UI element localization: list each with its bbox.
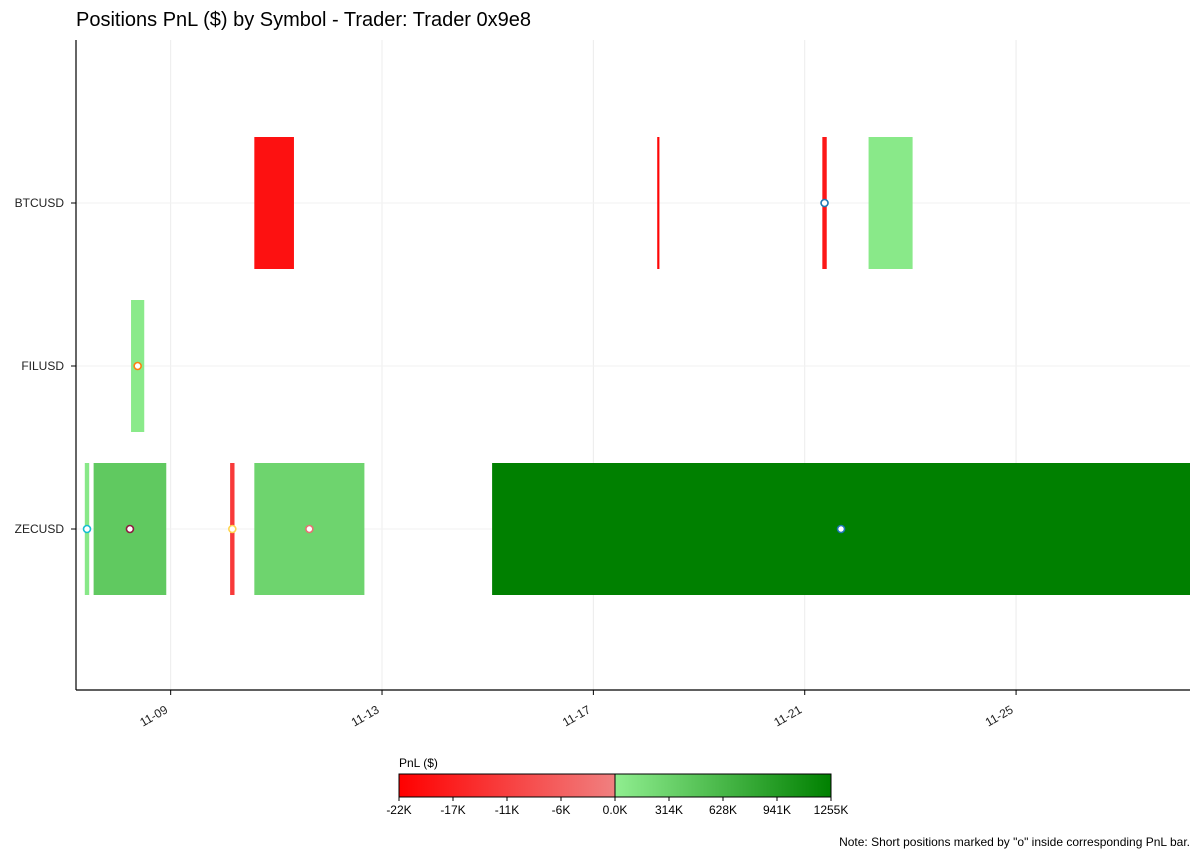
short-position-markers: [82, 198, 846, 534]
short-marker-zecusd: [228, 524, 237, 534]
short-marker-filusd: [133, 361, 142, 371]
pnl-bar-btcusd: [868, 137, 913, 269]
colorbar-tick-label: -6K: [552, 803, 571, 817]
y-tick-label-filusd: FILUSD: [21, 359, 64, 373]
colorbar-tick-label: 1255K: [814, 803, 849, 817]
y-tick-label-zecusd: ZECUSD: [15, 522, 65, 536]
pnl-bar-btcusd: [254, 137, 294, 269]
colorbar-label: PnL ($): [399, 756, 438, 770]
x-tick-label: 11-25: [983, 702, 1016, 729]
y-axis-ticks: BTCUSD FILUSD ZECUSD: [15, 196, 76, 536]
x-tick-label: 11-21: [771, 702, 804, 729]
colorbar-positive-segment: [615, 774, 831, 797]
pnl-bar-btcusd: [657, 137, 660, 269]
short-marker-btcusd: [820, 198, 829, 208]
axes: [75, 40, 1190, 691]
colorbar-tick-label: -22K: [386, 803, 411, 817]
short-marker-zecusd: [836, 524, 846, 534]
x-tick-label: 11-17: [560, 702, 593, 729]
colorbar-tick-label: -17K: [440, 803, 465, 817]
x-tick-label: 11-09: [137, 702, 170, 729]
colorbar-tick-label: 314K: [655, 803, 683, 817]
colorbar-ticks: -22K -17K -11K -6K 0.0K 314K 628K 941K 1255K: [386, 797, 848, 817]
colorbar-tick-label: -11K: [495, 803, 519, 817]
chart-title: Positions PnL ($) by Symbol - Trader: Tr…: [76, 9, 531, 31]
x-tick-label: 11-13: [349, 702, 382, 729]
colorbar-tick-label: 0.0K: [603, 803, 628, 817]
short-marker-zecusd: [305, 524, 314, 534]
colorbar-tick-label: 941K: [763, 803, 791, 817]
pnl-colorbar: PnL ($) -22K -17K -11K -6K 0.0K 314K 628K 941K 1…: [386, 756, 848, 817]
y-tick-label-btcusd: BTCUSD: [15, 196, 65, 210]
x-axis-ticks: 11-09 11-13 11-17 11-21 11-25: [137, 690, 1017, 730]
short-position-note: Note: Short positions marked by "o" insi…: [839, 835, 1190, 849]
colorbar-tick-label: 628K: [709, 803, 737, 817]
short-marker-zecusd: [125, 524, 135, 534]
short-marker-zecusd: [82, 524, 92, 534]
colorbar-negative-segment: [399, 774, 615, 797]
